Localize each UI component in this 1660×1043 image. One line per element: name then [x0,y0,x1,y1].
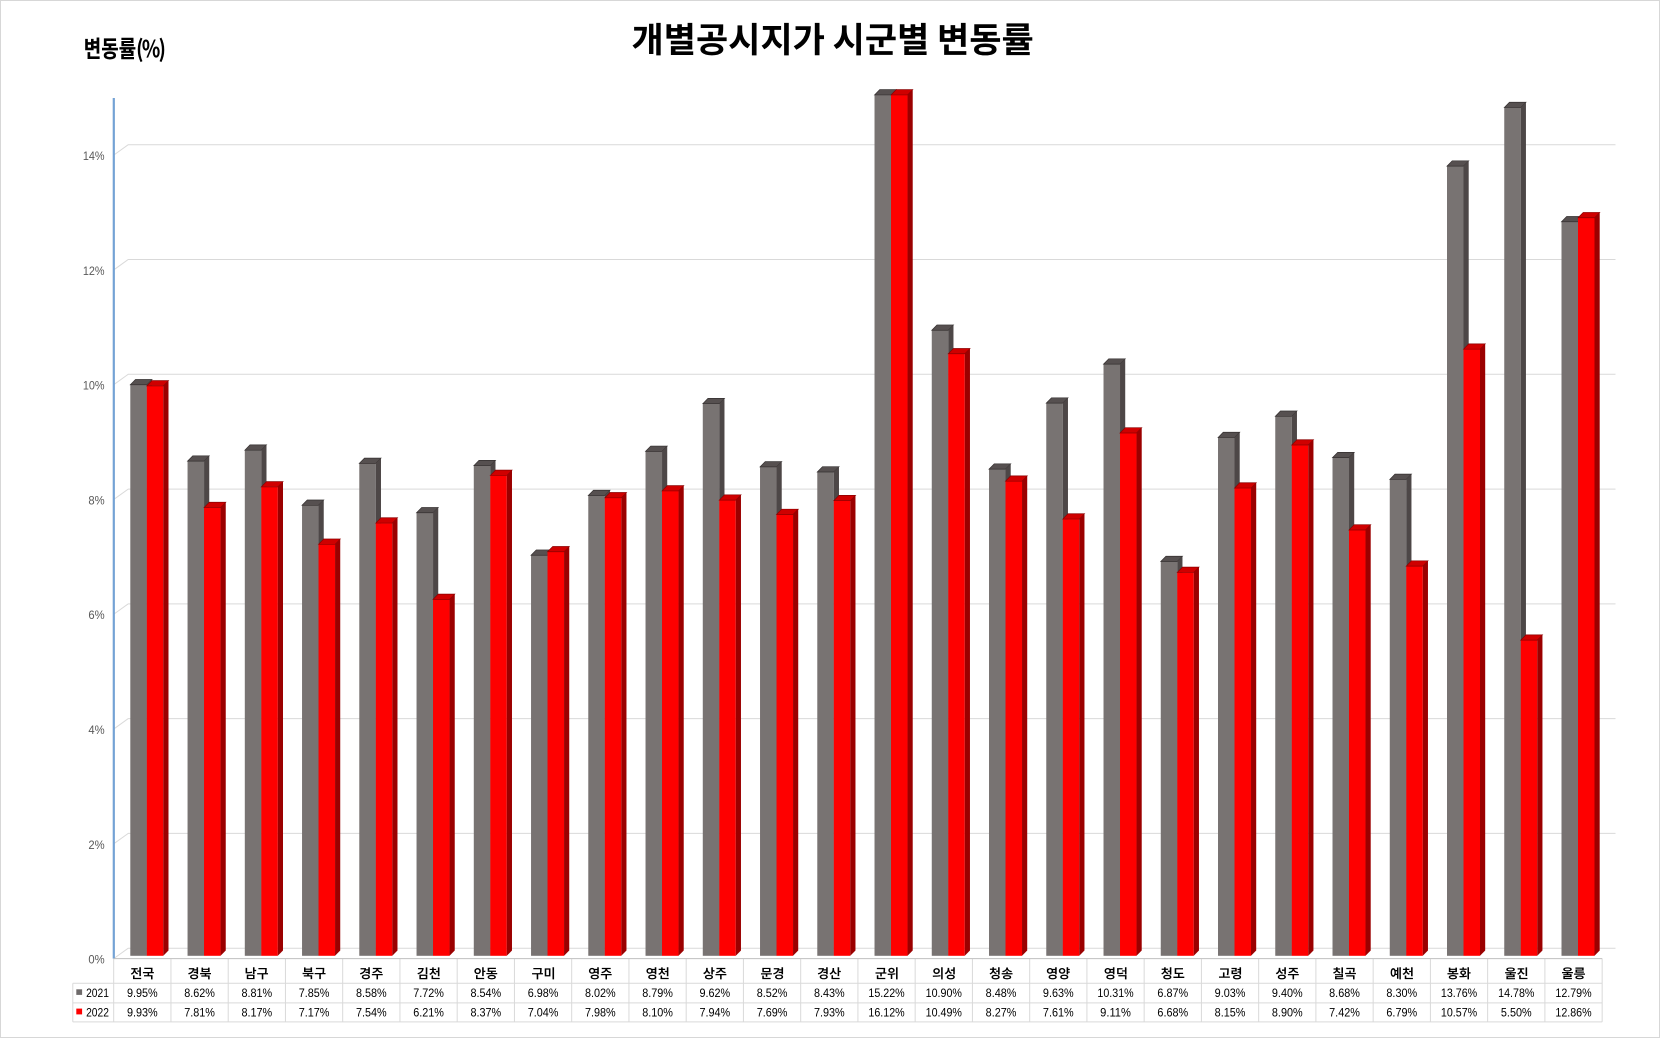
svg-text:8%: 8% [88,493,105,507]
svg-text:2%: 2% [88,838,105,852]
svg-text:9.03%: 9.03% [1215,986,1246,1000]
svg-text:7.42%: 7.42% [1329,1006,1360,1020]
svg-text:7.54%: 7.54% [356,1006,387,1020]
svg-text:7.61%: 7.61% [1043,1006,1074,1020]
svg-text:7.04%: 7.04% [528,1006,559,1020]
svg-text:8.37%: 8.37% [470,1006,501,1020]
svg-text:8.02%: 8.02% [585,986,616,1000]
svg-text:6.21%: 6.21% [413,1006,444,1020]
svg-text:14%: 14% [83,149,105,163]
svg-text:8.17%: 8.17% [241,1006,272,1020]
svg-text:7.81%: 7.81% [184,1006,215,1020]
svg-text:2021: 2021 [86,986,109,1000]
svg-text:8.58%: 8.58% [356,986,387,1000]
svg-text:10%: 10% [83,379,105,393]
svg-text:6.87%: 6.87% [1157,986,1188,1000]
svg-text:7.98%: 7.98% [585,1006,616,1020]
svg-text:10.90%: 10.90% [926,986,963,1000]
svg-text:0%: 0% [88,953,105,967]
svg-text:7.94%: 7.94% [699,1006,730,1020]
svg-text:7.69%: 7.69% [757,1006,788,1020]
svg-text:12.86%: 12.86% [1555,1006,1592,1020]
svg-text:9.62%: 9.62% [699,986,730,1000]
svg-text:8.30%: 8.30% [1386,986,1417,1000]
svg-text:10.49%: 10.49% [926,1006,963,1020]
svg-text:8.15%: 8.15% [1215,1006,1246,1020]
svg-text:6.79%: 6.79% [1386,1006,1417,1020]
svg-text:16.12%: 16.12% [868,1006,905,1020]
svg-text:8.52%: 8.52% [757,986,788,1000]
svg-text:12.79%: 12.79% [1555,986,1592,1000]
svg-text:9.95%: 9.95% [127,986,158,1000]
svg-text:15.22%: 15.22% [868,986,905,1000]
svg-text:6.68%: 6.68% [1157,1006,1188,1020]
svg-text:8.68%: 8.68% [1329,986,1360,1000]
svg-text:8.10%: 8.10% [642,1006,673,1020]
svg-text:7.17%: 7.17% [299,1006,330,1020]
svg-text:9.11%: 9.11% [1100,1006,1131,1020]
svg-text:9.93%: 9.93% [127,1006,158,1020]
svg-text:5.50%: 5.50% [1501,1006,1532,1020]
svg-text:8.48%: 8.48% [986,986,1017,1000]
svg-text:14.78%: 14.78% [1498,986,1535,1000]
svg-text:8.81%: 8.81% [241,986,272,1000]
svg-text:10.31%: 10.31% [1097,986,1134,1000]
svg-text:7.72%: 7.72% [413,986,444,1000]
svg-text:9.63%: 9.63% [1043,986,1074,1000]
svg-text:8.90%: 8.90% [1272,1006,1303,1020]
svg-text:7.85%: 7.85% [299,986,330,1000]
svg-text:12%: 12% [83,264,105,278]
svg-text:4%: 4% [88,723,105,737]
svg-text:10.57%: 10.57% [1441,1006,1478,1020]
svg-text:7.93%: 7.93% [814,1006,845,1020]
svg-text:13.76%: 13.76% [1441,986,1478,1000]
svg-text:8.54%: 8.54% [470,986,501,1000]
svg-text:2022: 2022 [86,1006,109,1020]
svg-text:8.27%: 8.27% [986,1006,1017,1020]
svg-text:8.43%: 8.43% [814,986,845,1000]
svg-text:6.98%: 6.98% [528,986,559,1000]
svg-text:8.62%: 8.62% [184,986,215,1000]
svg-text:6%: 6% [88,608,105,622]
svg-text:8.79%: 8.79% [642,986,673,1000]
svg-text:9.40%: 9.40% [1272,986,1303,1000]
